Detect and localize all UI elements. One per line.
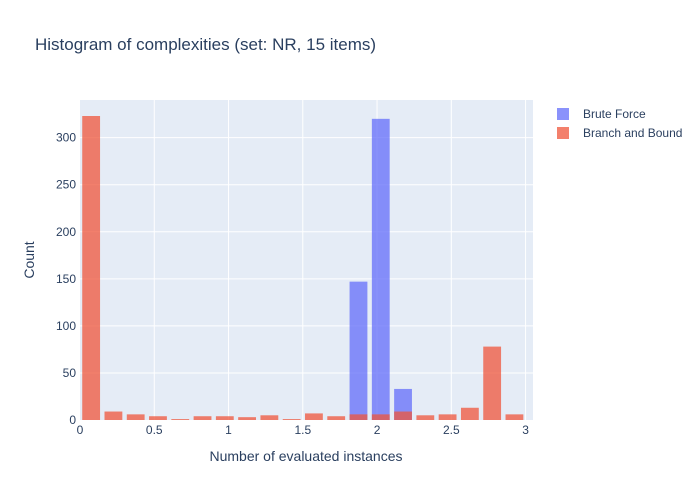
- bar-branch-and-bound[interactable]: [260, 415, 279, 420]
- x-tick-label: 0: [77, 423, 84, 437]
- bar-branch-and-bound[interactable]: [171, 419, 190, 420]
- legend-swatch: [557, 108, 569, 120]
- bar-branch-and-bound[interactable]: [305, 413, 323, 420]
- bar-branch-and-bound[interactable]: [349, 414, 368, 420]
- x-tick-label: 2.5: [443, 423, 460, 437]
- bar-branch-and-bound[interactable]: [505, 414, 524, 420]
- x-tick-label: 2: [374, 423, 381, 437]
- bars: [82, 116, 524, 420]
- bar-branch-and-bound[interactable]: [394, 411, 412, 420]
- bar-branch-and-bound[interactable]: [327, 416, 346, 420]
- bar-branch-and-bound[interactable]: [82, 116, 101, 420]
- x-axis-label: Number of evaluated instances: [210, 448, 403, 464]
- x-tick-label: 0.5: [146, 423, 163, 437]
- bar-branch-and-bound[interactable]: [149, 416, 167, 420]
- y-tick-label: 250: [56, 178, 76, 192]
- y-tick-label: 50: [63, 366, 77, 380]
- x-tick-labels: 0 0.5 1 1.5 2 2.5 3: [77, 423, 530, 437]
- bar-branch-and-bound[interactable]: [193, 416, 212, 420]
- y-tick-label: 150: [56, 272, 76, 286]
- bar-branch-and-bound[interactable]: [104, 411, 123, 420]
- y-tick-labels: 0 50 100 150 200 250 300: [56, 131, 76, 427]
- chart-title: Histogram of complexities (set: NR, 15 i…: [35, 35, 376, 54]
- legend-label: Brute Force: [583, 107, 646, 121]
- plot-area: [80, 100, 533, 420]
- legend[interactable]: Brute Force Branch and Bound: [557, 107, 682, 140]
- y-tick-label: 100: [56, 319, 76, 333]
- legend-label: Branch and Bound: [583, 126, 682, 140]
- legend-swatch: [557, 127, 569, 139]
- legend-item[interactable]: Branch and Bound: [557, 126, 682, 140]
- bar-brute-force[interactable]: [349, 281, 368, 420]
- bar-branch-and-bound[interactable]: [460, 407, 479, 420]
- y-tick-label: 300: [56, 131, 76, 145]
- bar-branch-and-bound[interactable]: [438, 414, 457, 420]
- x-tick-label: 1: [225, 423, 232, 437]
- bar-branch-and-bound[interactable]: [238, 417, 257, 420]
- x-tick-label: 1.5: [294, 423, 311, 437]
- bar-branch-and-bound[interactable]: [282, 419, 301, 420]
- bar-branch-and-bound[interactable]: [126, 414, 145, 420]
- y-axis-label: Count: [21, 241, 37, 278]
- bar-branch-and-bound[interactable]: [371, 414, 390, 420]
- bar-branch-and-bound[interactable]: [215, 416, 234, 420]
- y-tick-label: 0: [69, 413, 76, 427]
- bar-branch-and-bound[interactable]: [483, 346, 502, 420]
- y-tick-label: 200: [56, 225, 76, 239]
- x-tick-label: 3: [522, 423, 529, 437]
- bar-branch-and-bound[interactable]: [416, 415, 435, 420]
- legend-item[interactable]: Brute Force: [557, 107, 646, 121]
- bar-brute-force[interactable]: [371, 118, 390, 420]
